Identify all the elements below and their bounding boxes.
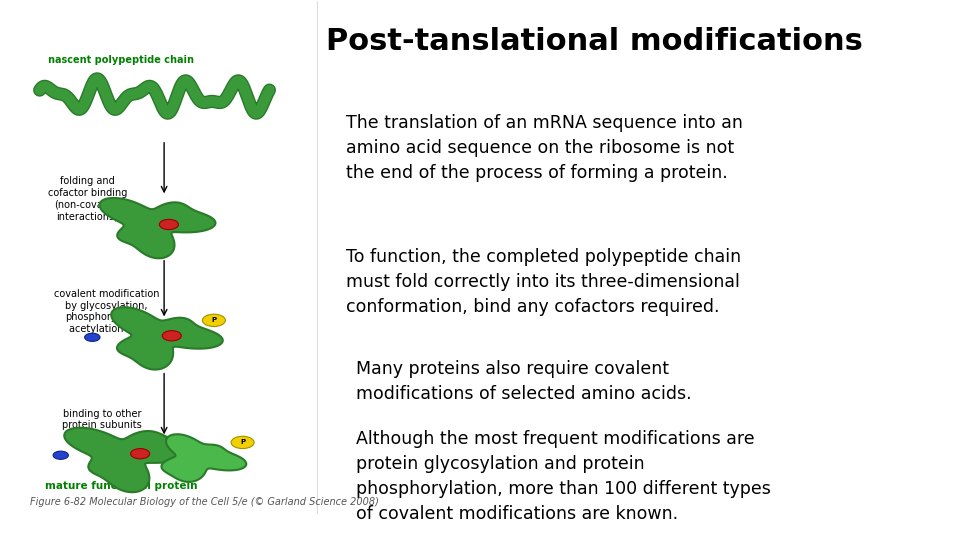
Text: folding and
cofactor binding
(non-covalent
interactions): folding and cofactor binding (non-covale… [48,177,128,221]
Text: P: P [211,318,216,323]
Text: mature functional protein: mature functional protein [45,481,198,491]
Circle shape [159,219,179,230]
Circle shape [53,451,68,460]
Text: P: P [240,440,245,445]
Circle shape [203,314,226,327]
Text: Figure 6-82 Molecular Biology of the Cell 5/e (© Garland Science 2008): Figure 6-82 Molecular Biology of the Cel… [30,496,379,507]
Circle shape [162,330,181,341]
Circle shape [84,333,100,341]
Text: Post-tanslational modifications: Post-tanslational modifications [326,27,863,56]
Polygon shape [64,428,190,492]
Text: covalent modification
by glycosylation,
phosphorylation,
acetylation etc.: covalent modification by glycosylation, … [54,289,159,334]
Text: nascent polypeptide chain: nascent polypeptide chain [48,56,194,65]
Text: Although the most frequent modifications are
protein glycosylation and protein
p: Although the most frequent modifications… [355,430,771,523]
Text: binding to other
protein subunits: binding to other protein subunits [62,409,142,430]
Polygon shape [100,198,215,258]
Polygon shape [161,434,247,482]
Text: Many proteins also require covalent
modifications of selected amino acids.: Many proteins also require covalent modi… [355,360,691,403]
Text: The translation of an mRNA sequence into an
amino acid sequence on the ribosome : The translation of an mRNA sequence into… [346,114,743,182]
Circle shape [231,436,254,449]
Circle shape [131,449,150,459]
Polygon shape [111,307,223,369]
Text: To function, the completed polypeptide chain
must fold correctly into its three-: To function, the completed polypeptide c… [346,247,741,315]
